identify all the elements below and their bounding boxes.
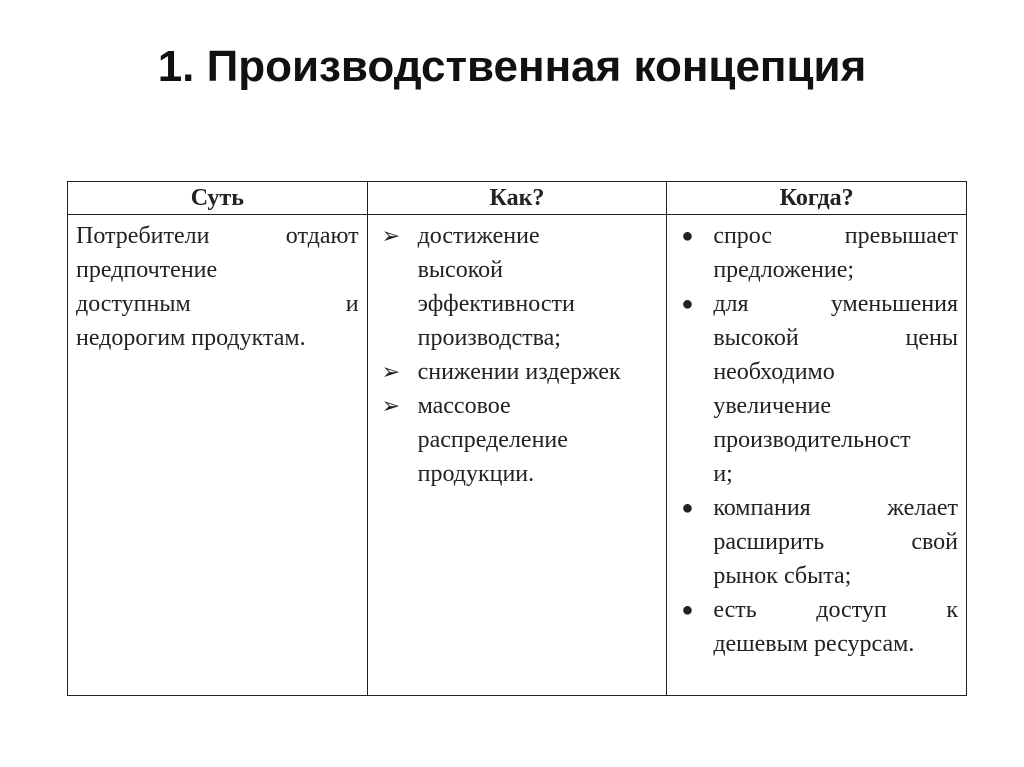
text-line: достижение bbox=[417, 223, 540, 249]
cell-how: ➢ достижение высокой эффективности производс… bbox=[366, 214, 668, 696]
list-item: ➢ массовое распределение продукции. bbox=[380, 389, 659, 491]
text-line: спрос превышает bbox=[713, 223, 958, 249]
bullet-dot-icon: ● bbox=[681, 225, 694, 247]
text-line: предпочтение bbox=[76, 257, 218, 283]
text-line: необходимо bbox=[713, 359, 835, 385]
list-item: ➢ достижение высокой эффективности производс… bbox=[380, 219, 659, 355]
text-line: доступным и bbox=[76, 291, 359, 317]
header-when: Когда? bbox=[666, 181, 967, 215]
text-line: эффективности bbox=[417, 291, 575, 317]
list-item: ➢ снижении издержек bbox=[380, 355, 659, 389]
text-line: предложение; bbox=[713, 257, 855, 283]
arrow-bullet-icon: ➢ bbox=[381, 223, 401, 248]
text-line: и; bbox=[713, 461, 733, 487]
text-line: есть доступ к bbox=[713, 597, 958, 623]
header-essence: Суть bbox=[67, 181, 368, 215]
cell-essence: Потребители отдают предпочтение доступным … bbox=[67, 214, 368, 696]
list-item: ● спрос превышает предложение; bbox=[675, 219, 958, 287]
text-line: распределение bbox=[417, 427, 568, 453]
list-item: ● есть доступ к дешевым ресурсам. bbox=[675, 593, 958, 661]
text-line: рынок сбыта; bbox=[713, 563, 852, 589]
cell-when: ● спрос превышает предложение; ● для уменьше… bbox=[666, 214, 967, 696]
text-line: дешевым ресурсам. bbox=[713, 631, 915, 657]
text-line: снижении издержек bbox=[417, 359, 621, 385]
arrow-bullet-icon: ➢ bbox=[381, 359, 401, 384]
text-line: массовое bbox=[417, 393, 511, 419]
list-item: ● для уменьшения высокой цены необходимо уве… bbox=[675, 287, 958, 491]
text-line: недорогим продуктам. bbox=[76, 325, 306, 351]
bullet-dot-icon: ● bbox=[681, 293, 694, 315]
bullet-dot-icon: ● bbox=[681, 599, 694, 621]
slide-title: 1. Производственная концепция bbox=[157, 42, 867, 91]
header-how: Как? bbox=[366, 181, 668, 215]
text-line: расширить свой bbox=[713, 529, 958, 555]
list-item: ● компания желает расширить свой рынок сбыт… bbox=[675, 491, 958, 593]
text-line: производительност bbox=[713, 427, 911, 453]
text-line: для уменьшения bbox=[713, 291, 958, 317]
text-line: высокой bbox=[417, 257, 503, 283]
text-line: продукции. bbox=[417, 461, 535, 487]
text-line: Потребители отдают bbox=[76, 223, 359, 249]
concept-table: Суть Как? Когда? Потребители отдают предп… bbox=[67, 181, 967, 696]
text-line: высокой цены bbox=[713, 325, 958, 351]
bullet-dot-icon: ● bbox=[681, 497, 694, 519]
text-line: увеличение bbox=[713, 393, 832, 419]
table-row: Потребители отдают предпочтение доступным … bbox=[67, 214, 967, 696]
text-line: производства; bbox=[417, 325, 561, 351]
arrow-bullet-icon: ➢ bbox=[381, 393, 401, 418]
table-header-row: Суть Как? Когда? bbox=[67, 181, 967, 215]
text-line: компания желает bbox=[713, 495, 958, 521]
